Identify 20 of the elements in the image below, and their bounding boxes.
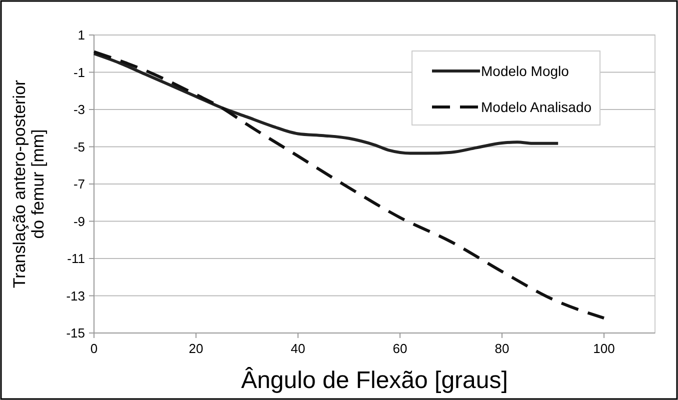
y-tick-label: -5 [73,139,85,154]
x-tick-label: 80 [494,341,510,356]
x-axis-title: Ângulo de Flexão [graus] [241,367,508,394]
x-tick-label: 20 [188,341,204,356]
line-series [92,50,606,320]
legend-label: Modelo Analisado [481,98,592,115]
y-tick-label: -1 [73,64,85,80]
x-tick-label: 60 [392,341,408,356]
y-axis-title: Translação antero-posterior do femur [mm] [10,80,48,288]
y-tick-label: -11 [67,251,85,266]
y-tick-label: 1 [78,28,85,43]
legend-label: Modelo Moglo [481,62,570,79]
y-tick-label: -9 [73,214,85,229]
y-tick-label: -7 [73,176,85,192]
y-tick-label: -15 [66,326,85,341]
x-tick-label: 0 [90,341,98,356]
y-tick-label: -13 [66,288,85,304]
y-tick-label: -3 [73,102,85,118]
x-tick-label: 40 [290,341,306,356]
x-tick-label: 100 [593,341,615,356]
